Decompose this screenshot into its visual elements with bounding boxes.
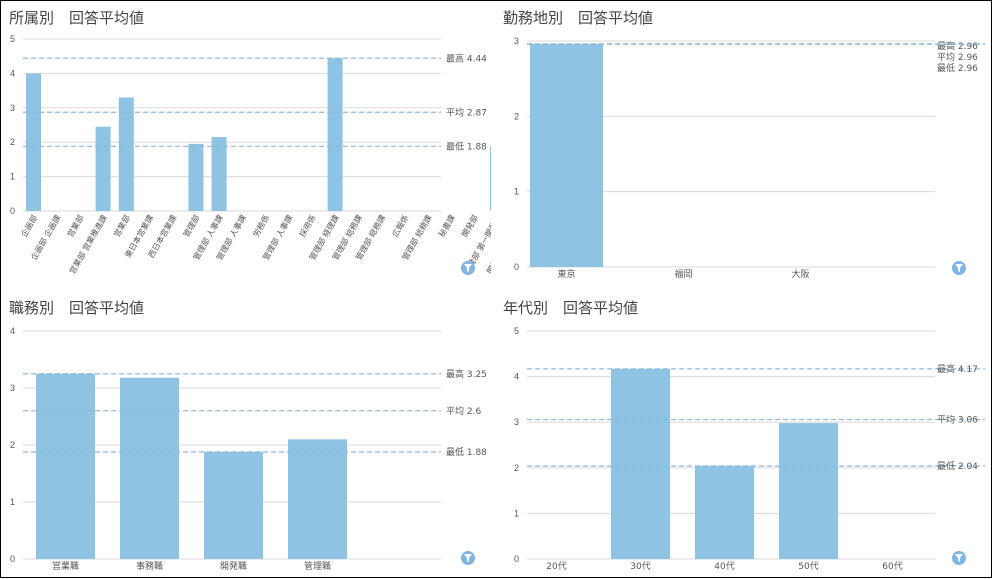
y-tick-label: 3 [10, 103, 15, 113]
panel-job: 職務別 回答平均値 0 1 2 3 4 営業職 事務職 開発職 管理職 最高 3.25 平均 2.6… [1, 291, 491, 579]
x-tick-label: 事務職 [136, 560, 163, 572]
filter-button[interactable] [952, 261, 966, 275]
filter-button[interactable] [952, 551, 966, 565]
y-tick-label: 3 [514, 36, 519, 46]
x-tick-label: 営業職 [52, 560, 79, 572]
y-tick-label: 0 [10, 554, 15, 564]
panel-age: 年代別 回答平均値 0 1 2 3 4 5 20代 30代 40代 50代 60代 最高 4.17 平均… [495, 291, 985, 579]
y-tick-label: 2 [10, 137, 15, 147]
bar [120, 377, 179, 559]
filter-funnel-icon [464, 554, 472, 562]
x-tick-label: 20代 [546, 561, 566, 572]
x-tick-label: 広報係 [390, 213, 411, 239]
filter-button[interactable] [461, 551, 475, 565]
filter-button[interactable] [461, 261, 475, 275]
y-tick-label: 0 [514, 554, 519, 564]
panel-affiliation: 所属別 回答平均値 0 1 2 3 4 5 企画部 企画部 企画課 営業部 営業部 営業推進課 営業… [1, 1, 491, 289]
bar [695, 465, 754, 559]
x-tick-label: 福岡 [674, 268, 692, 280]
x-tick-label: 大阪 [791, 268, 809, 280]
y-tick-label: 4 [514, 372, 519, 382]
filter-funnel-icon [464, 264, 472, 272]
x-tick-label: 30代 [630, 561, 650, 572]
reference-line-label: 最低 2.04 [937, 460, 978, 472]
bar [204, 451, 263, 559]
reference-line-label: 最高 4.44 [446, 52, 487, 64]
bar [118, 97, 134, 211]
y-tick-label: 3 [514, 417, 519, 427]
reference-line-label: 最高 2.96 [937, 40, 978, 52]
bar [611, 368, 670, 559]
y-tick-label: 1 [514, 508, 519, 518]
y-tick-label: 2 [514, 463, 519, 473]
bar [490, 146, 491, 211]
bar [327, 58, 343, 211]
chart-title: 勤務地別 回答平均値 [503, 9, 654, 27]
chart-age: 0 1 2 3 4 5 20代 30代 40代 50代 60代 最高 4.17 平均 3.06 最低 2.… [514, 326, 985, 572]
y-tick-label: 4 [10, 326, 15, 336]
y-tick-label: 2 [10, 440, 15, 450]
x-tick-label: 営業部 [111, 213, 132, 239]
bar [530, 44, 603, 267]
x-tick-label: 企画部 [19, 213, 40, 239]
x-tick-label: 管理職 [304, 560, 331, 572]
x-tick-label: 60代 [882, 561, 902, 572]
bar [211, 137, 227, 211]
y-tick-label: 2 [514, 111, 519, 121]
x-tick-label: 採用係 [297, 213, 318, 239]
x-tick-label: 40代 [714, 561, 734, 572]
x-tick-label: 東京 [557, 268, 575, 280]
bar [288, 439, 347, 559]
filter-funnel-icon [955, 554, 963, 562]
reference-line-label: 平均 2.87 [446, 106, 487, 118]
x-tick-label: 営業部 [65, 213, 86, 239]
y-tick-label: 5 [10, 34, 15, 44]
y-tick-label: 0 [10, 206, 15, 216]
y-tick-label: 3 [10, 383, 15, 393]
chart-title: 所属別 回答平均値 [9, 9, 145, 27]
x-tick-label: 労務係 [251, 213, 272, 239]
reference-line-label: 最低 2.96 [937, 62, 978, 74]
bar [36, 373, 95, 559]
x-tick-label: 秘書課 [436, 213, 457, 239]
y-tick-label: 1 [514, 187, 519, 197]
reference-line-label: 最高 3.25 [446, 368, 487, 380]
filter-funnel-icon [955, 264, 963, 272]
panel-location: 勤務地別 回答平均値 0 1 2 3 東京 福岡 大阪 最高 2.96 平均 2.96 最低 2.… [495, 1, 985, 289]
bar [95, 126, 111, 211]
x-tick-label: 管理部 [181, 213, 202, 239]
reference-line-label: 最低 1.88 [446, 446, 487, 458]
x-tick-label: 開発部 [459, 213, 480, 239]
y-tick-label: 1 [10, 497, 15, 507]
chart-title: 職務別 回答平均値 [9, 299, 145, 317]
chart-title: 年代別 回答平均値 [503, 299, 639, 317]
y-tick-label: 1 [10, 172, 15, 182]
x-tick-label: 50代 [798, 561, 818, 572]
reference-line-label: 平均 2.96 [937, 51, 978, 63]
reference-line-label: 平均 3.06 [937, 413, 978, 425]
bar [188, 143, 204, 211]
reference-line-label: 最高 4.17 [937, 363, 978, 375]
bar [779, 423, 838, 559]
y-tick-label: 4 [10, 68, 15, 78]
y-tick-label: 0 [514, 262, 519, 272]
reference-line-label: 平均 2.6 [446, 405, 481, 417]
reference-line-label: 最低 1.88 [446, 140, 487, 152]
x-tick-label: 開発職 [220, 560, 247, 572]
y-tick-label: 5 [514, 326, 519, 336]
bar [26, 73, 41, 212]
chart-job: 0 1 2 3 4 営業職 事務職 開発職 管理職 最高 3.25 平均 2.6 最低 1.88 [10, 326, 487, 572]
